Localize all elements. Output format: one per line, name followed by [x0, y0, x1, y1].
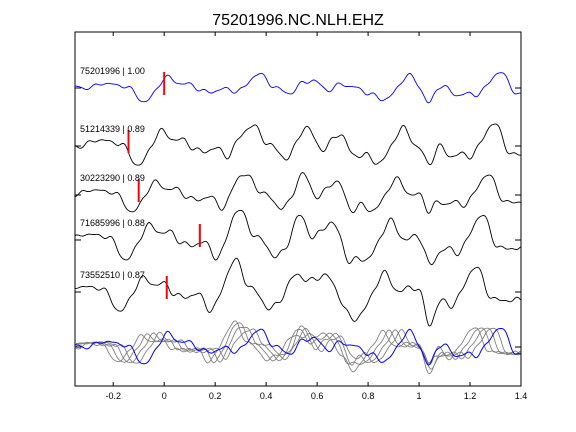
x-tick-label: 0.8 [362, 391, 375, 401]
plot-frame [74, 31, 522, 387]
trace-5: 73552510 | 0.87 [74, 257, 521, 327]
chart-title: 75201996.NC.NLH.EHZ [212, 12, 384, 29]
trace-stack: 75201996 | 1.00 51214339 | 0.89 30223290 |… [74, 66, 521, 327]
trace-waveform [74, 257, 521, 327]
x-tick-label: 0.6 [311, 391, 324, 401]
overlay-trace [74, 325, 521, 366]
trace-waveform [74, 209, 521, 266]
x-tick-label: 0.4 [260, 391, 273, 401]
trace-2: 51214339 | 0.89 [74, 123, 521, 166]
x-tick-label: 1.4 [515, 391, 528, 401]
x-tick-label: 1 [417, 391, 422, 401]
trace-label: 71685996 | 0.88 [80, 218, 145, 228]
trace-1: 75201996 | 1.00 [74, 66, 521, 104]
overlay-reference-trace [74, 328, 521, 366]
trace-label: 73552510 | 0.87 [80, 270, 145, 280]
overlay-trace [74, 320, 521, 375]
x-tick-label: 0 [162, 391, 167, 401]
trace-waveform [74, 72, 521, 104]
trace-waveform [74, 172, 521, 214]
overlay-panel [74, 320, 521, 375]
trace-label: 30223290 | 0.89 [80, 173, 145, 183]
x-tick-label: -0.2 [105, 391, 121, 401]
trace-label: 51214339 | 0.89 [80, 124, 145, 134]
x-axis: -0.2 0 0.2 0.4 0.6 0.8 1 1.2 1.4 [105, 32, 527, 401]
overlay-trace [75, 322, 521, 370]
trace-3: 30223290 | 0.89 [74, 172, 521, 214]
trace-waveform [74, 123, 521, 166]
x-tick-label: 1.2 [464, 391, 477, 401]
x-tick-label: 0.2 [209, 391, 222, 401]
trace-4: 71685996 | 0.88 [74, 209, 521, 266]
trace-label: 75201996 | 1.00 [80, 66, 145, 76]
